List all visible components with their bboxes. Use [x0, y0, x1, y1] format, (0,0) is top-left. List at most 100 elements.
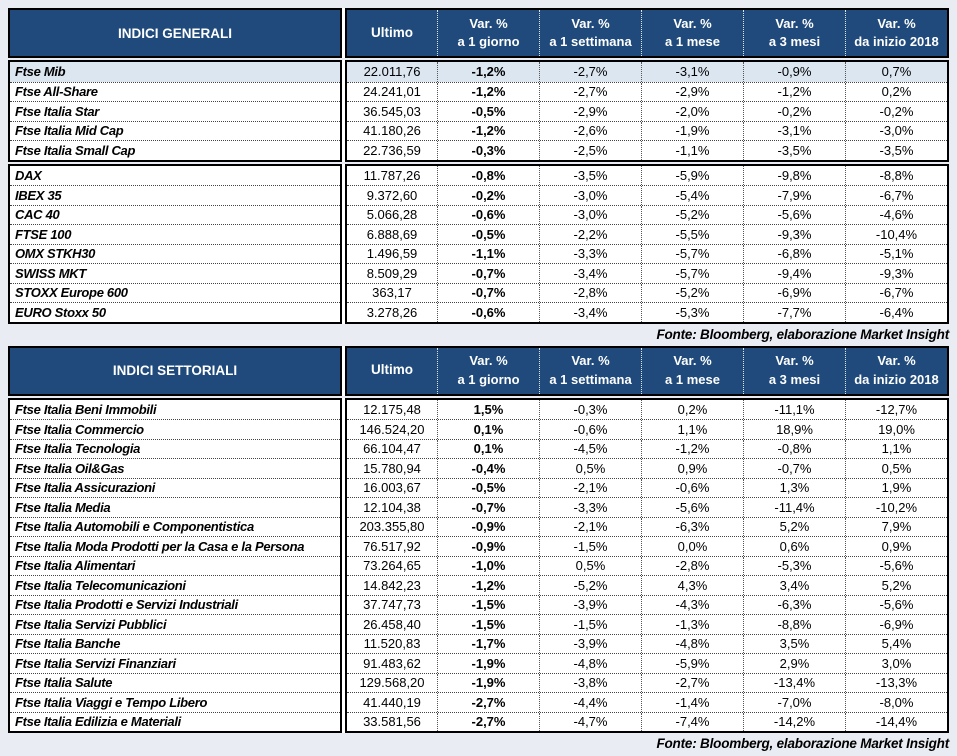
- index-name-cell: Ftse Italia Servizi Pubblici: [10, 614, 340, 634]
- var-value-cell: -1,0%: [437, 556, 539, 575]
- var-value-cell: -0,7%: [437, 498, 539, 517]
- values-columns: 22.011,76 -1,2% -2,7% -3,1% -0,9% 0,7% 24.241,…: [345, 60, 949, 162]
- table-row: 41.180,26 -1,2% -2,6% -1,9% -3,1% -3,0%: [347, 120, 947, 140]
- var-value-cell: -0,9%: [437, 517, 539, 536]
- ultimo-value-cell: 73.264,65: [363, 558, 421, 574]
- var-value-cell: -2,7%: [437, 712, 539, 731]
- var-value-cell: -0,5%: [437, 102, 539, 121]
- var-value-cell: -2,8%: [539, 283, 641, 302]
- var-value-cell: -5,7%: [641, 244, 743, 263]
- var-value-cell: -1,5%: [437, 595, 539, 614]
- var-value-cell: -3,1%: [641, 62, 743, 82]
- table-row: 22.011,76 -1,2% -2,7% -3,1% -0,9% 0,7%: [347, 62, 947, 82]
- var-value-cell: -5,2%: [641, 283, 743, 302]
- var-value-cell: -8,8%: [743, 615, 845, 634]
- var-value-cell: 18,9%: [743, 420, 845, 439]
- var-value-cell: -0,7%: [437, 264, 539, 283]
- indici-settoriali-table: INDICI SETTORIALI Ultimo Var. % a 1 giorno V…: [8, 345, 949, 751]
- table-row: 11.520,83 -1,7% -3,9% -4,8% 3,5% 5,4%: [347, 633, 947, 653]
- var-value-cell: -0,9%: [743, 62, 845, 82]
- source-note: Fonte: Bloomberg, elaborazione Market In…: [656, 736, 949, 751]
- column-header-var-0: Var. % a 1 giorno: [437, 10, 539, 56]
- index-name-cell: Ftse Italia Media: [10, 497, 340, 517]
- index-name-cell: Ftse Italia Oil&Gas: [10, 458, 340, 478]
- var-value-cell: -6,8%: [743, 244, 845, 263]
- var-label-line2: da inizio 2018: [854, 34, 939, 49]
- var-label-line1: Var. %: [775, 15, 814, 31]
- column-header-var-0: Var. % a 1 giorno: [437, 347, 539, 394]
- var-value-cell: -14,4%: [845, 712, 947, 731]
- source-note: Fonte: Bloomberg, elaborazione Market In…: [656, 326, 949, 342]
- var-value-cell: 5,4%: [845, 634, 947, 653]
- var-value-cell: 3,5%: [743, 634, 845, 653]
- var-value-cell: -10,4%: [845, 225, 947, 244]
- ultimo-value-cell: 203.355,80: [359, 519, 425, 535]
- var-value-cell: 1,5%: [437, 399, 539, 419]
- ultimo-value-cell: 14.842,23: [363, 577, 421, 593]
- table-row: 66.104,47 0,1% -4,5% -1,2% -0,8% 1,1%: [347, 438, 947, 458]
- ultimo-value-cell: 66.104,47: [363, 441, 421, 457]
- var-value-cell: -1,2%: [437, 82, 539, 101]
- var-value-cell: -2,2%: [539, 225, 641, 244]
- var-value-cell: 2,9%: [743, 654, 845, 673]
- var-value-cell: -0,8%: [743, 439, 845, 458]
- index-name-cell: Ftse Italia Assicurazioni: [10, 477, 340, 498]
- var-value-cell: -0,3%: [437, 141, 539, 160]
- table-row: 91.483,62 -1,9% -4,8% -5,9% 2,9% 3,0%: [347, 653, 947, 673]
- var-value-cell: -5,6%: [641, 498, 743, 517]
- var-label-line1: Var. %: [877, 15, 916, 31]
- column-header-var-4: Var. % da inizio 2018: [845, 10, 947, 56]
- var-value-cell: -6,3%: [641, 517, 743, 536]
- var-value-cell: -3,3%: [539, 498, 641, 517]
- var-label-line2: a 1 settimana: [549, 34, 632, 49]
- var-value-cell: 0,9%: [641, 459, 743, 478]
- indici-generali-table: INDICI GENERALI Ultimo Var. % a 1 giorno Var…: [8, 8, 949, 342]
- index-name-cell: SWISS MKT: [10, 263, 340, 283]
- var-value-cell: 1,1%: [845, 439, 947, 458]
- ultimo-value-cell: 12.175,48: [363, 401, 421, 417]
- var-value-cell: -12,7%: [845, 399, 947, 419]
- var-value-cell: -11,4%: [743, 498, 845, 517]
- var-value-cell: -5,6%: [845, 595, 947, 614]
- var-label-line1: Var. %: [673, 15, 712, 31]
- ultimo-value-cell: 41.440,19: [363, 694, 421, 710]
- var-value-cell: -1,2%: [437, 62, 539, 82]
- var-value-cell: -13,4%: [743, 673, 845, 692]
- var-value-cell: -0,6%: [437, 303, 539, 322]
- index-name-cell: Ftse Italia Commercio: [10, 419, 340, 439]
- table-row: 203.355,80 -0,9% -2,1% -6,3% 5,2% 7,9%: [347, 516, 947, 536]
- values-columns: 11.787,26 -0,8% -3,5% -5,9% -9,8% -8,8% 9.372,…: [345, 163, 949, 324]
- var-label-line2: a 1 giorno: [457, 371, 520, 387]
- table-row: 41.440,19 -2,7% -4,4% -1,4% -7,0% -8,0%: [347, 692, 947, 712]
- index-name-cell: Ftse Italia Mid Cap: [10, 120, 340, 141]
- column-header-var-4: Var. % da inizio 2018: [845, 347, 947, 394]
- var-value-cell: -1,9%: [437, 673, 539, 692]
- var-value-cell: -2,0%: [641, 102, 743, 121]
- ultimo-value-cell: 9.372,60: [366, 187, 418, 203]
- index-name-cell: Ftse Italia Prodotti e Servizi Industria…: [10, 594, 340, 615]
- var-value-cell: -4,6%: [845, 205, 947, 224]
- var-value-cell: -2,1%: [539, 517, 641, 536]
- var-value-cell: -6,7%: [845, 283, 947, 302]
- var-value-cell: -4,7%: [539, 712, 641, 731]
- var-label-line1: Var. %: [469, 353, 508, 369]
- index-names-column: Ftse Mib Ftse All-Share Ftse Italia Star Ft…: [8, 60, 342, 162]
- var-value-cell: -4,3%: [641, 595, 743, 614]
- var-label-line2: a 1 giorno: [457, 34, 520, 49]
- var-label-line1: Var. %: [469, 15, 508, 31]
- column-header-ultimo: Ultimo: [371, 362, 413, 378]
- var-value-cell: -5,3%: [641, 303, 743, 322]
- ultimo-value-cell: 22.736,59: [363, 142, 421, 158]
- ultimo-value-cell: 26.458,40: [363, 616, 421, 632]
- var-value-cell: -0,6%: [539, 420, 641, 439]
- var-value-cell: 1,9%: [845, 478, 947, 497]
- ultimo-value-cell: 91.483,62: [363, 655, 421, 671]
- column-header-var-2: Var. % a 1 mese: [641, 10, 743, 56]
- var-value-cell: -1,7%: [437, 634, 539, 653]
- ultimo-value-cell: 146.524,20: [359, 421, 425, 437]
- var-value-cell: -1,5%: [539, 615, 641, 634]
- var-value-cell: -6,9%: [743, 283, 845, 302]
- var-label-line2: a 3 mesi: [768, 371, 821, 387]
- var-label-line2: a 3 mesi: [768, 34, 821, 49]
- index-name-cell: Ftse Italia Edilizia e Materiali: [10, 711, 340, 732]
